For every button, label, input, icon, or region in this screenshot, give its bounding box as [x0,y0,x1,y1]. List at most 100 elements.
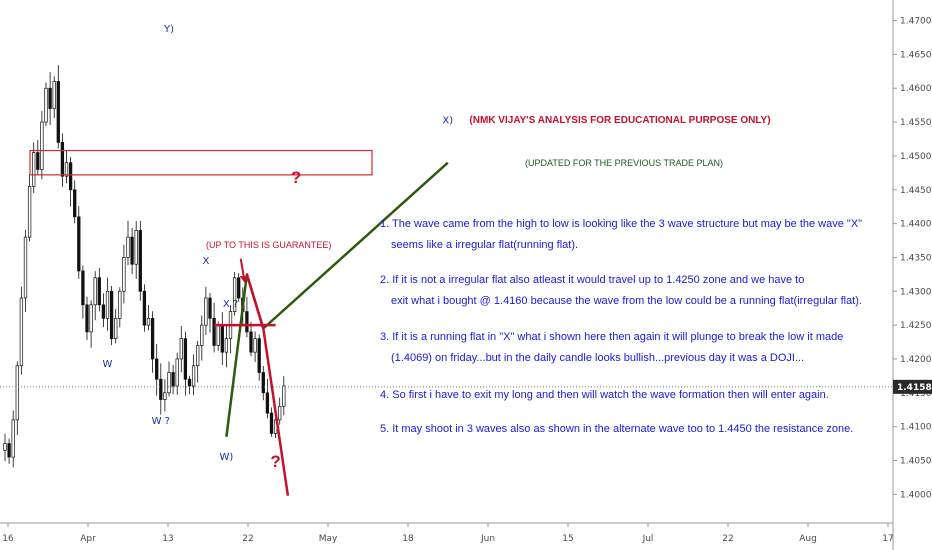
wave-label: W [103,359,113,370]
candle-body [224,338,229,353]
candle-body [3,443,7,451]
candle-body [191,365,196,387]
arrow-shaft [239,258,245,278]
candle-body [212,317,216,346]
price-tick-label: 1.43500 [900,253,932,263]
candle-body [204,297,208,326]
candle-body [187,378,192,387]
analysis-notes: 1. The wave came from the high to low is… [380,218,862,435]
price-tick-label: 1.45000 [900,152,932,162]
candle-body [73,189,77,218]
candle-body [183,338,188,380]
price-tick-label: 1.47000 [900,17,932,27]
time-tick-label: Aug [799,534,817,544]
candle-body [60,142,65,177]
candle-body [196,345,200,367]
candle-body [36,152,40,170]
candle-body [64,162,69,177]
arrow-head [239,276,248,284]
candle-body [77,216,81,272]
wave-label: X) [442,115,453,126]
candle-body [97,277,101,306]
price-tick-label: 1.40000 [900,490,932,500]
question-mark: ? [270,452,280,471]
price-tick-label: 1.46500 [900,50,932,60]
candle-body [257,338,261,373]
candle-body [232,277,237,312]
candle-body [7,443,11,458]
candle-body [282,385,286,407]
candle-body [220,324,224,353]
candle-body [253,338,257,353]
candle-body [167,372,171,394]
time-tick-label: 15 [562,534,573,544]
candle-body [134,230,138,265]
candle-body [89,304,93,333]
resistance-zone-box [29,149,373,176]
guarantee-label: (UP TO THIS IS GUARANTEE) [206,240,331,250]
candle-body [155,358,159,380]
wave-label: X ? [223,299,238,310]
question-marks: ?? [270,168,301,471]
candle-body [245,311,249,333]
candle-body [56,81,60,143]
candle-body [11,419,15,458]
candle-body [142,290,147,326]
time-tick-label: 13 [162,534,173,544]
candle-body [40,121,44,170]
question-mark: ? [291,168,301,187]
price-tick-label: 1.46000 [900,84,932,94]
price-tick-label: 1.41000 [900,423,932,433]
candle-body [249,331,253,353]
analysis-subtitle: (UPDATED FOR THE PREVIOUS TRADE PLAN) [525,158,723,168]
wave-labels: Y) X) X X ? W W ? W) [103,24,454,463]
candle-body [159,378,163,400]
analysis-note-line: (1.4069) on friday...but in the daily ca… [391,352,804,364]
price-tick-label: 1.42500 [900,321,932,331]
time-tick-label: May [319,534,338,544]
candle-body [200,324,204,346]
candle-body [269,412,274,434]
candle-body [48,87,52,109]
candle-body [126,236,130,258]
time-axis[interactable]: 16 Apr 13 22 May 18 Jun 15 Jul 22 Aug 17 [2,523,894,544]
candle-body [171,372,175,387]
candle-body [216,324,220,346]
price-axis[interactable]: 1.47000 1.46500 1.46000 1.45500 1.45000 1.445… [893,17,932,501]
candle-body [130,236,134,265]
price-tick-label: 1.40500 [900,456,932,466]
candle-body [101,304,106,319]
price-tick-label: 1.45500 [900,118,932,128]
analysis-note-line: 3. If it is a running flat in "X" what i… [380,331,843,343]
candle-body [237,277,241,299]
candle-body [122,257,126,292]
candle-body [179,338,183,360]
candle-body [68,162,73,191]
analysis-note-line: 2. If it is not a irregular flat also at… [380,274,804,286]
candle-body [208,297,212,319]
last-price-value: 1.41588 [897,383,932,393]
price-tick-label: 1.44000 [900,220,932,230]
analysis-note-line: exit what i bought @ 1.4160 because the … [391,295,862,307]
time-tick-label: 22 [722,534,733,544]
time-tick-label: 18 [402,534,414,544]
candle-body [19,297,24,367]
candle-body [278,405,282,421]
down-arrow [239,258,248,284]
analysis-note-line: 1. The wave came from the high to low is… [380,218,862,230]
wave-label: W) [220,452,234,463]
analysis-note-line: seems like a irregular flat(running flat… [391,239,578,251]
time-tick-label: 22 [242,534,253,544]
candle-body [15,365,19,421]
analysis-note-line: 5. It may shoot in 3 waves also as shown… [380,423,853,435]
candle-body [52,81,56,109]
wave-label: Y) [163,24,174,35]
candle-body [114,317,118,340]
last-price-tag: 1.41588 [893,379,932,394]
wave-label: W ? [152,416,170,427]
projection-paths [225,161,449,496]
time-tick-label: Jul [642,534,654,544]
candle-body [27,186,32,238]
time-tick-label: Apr [80,534,96,544]
